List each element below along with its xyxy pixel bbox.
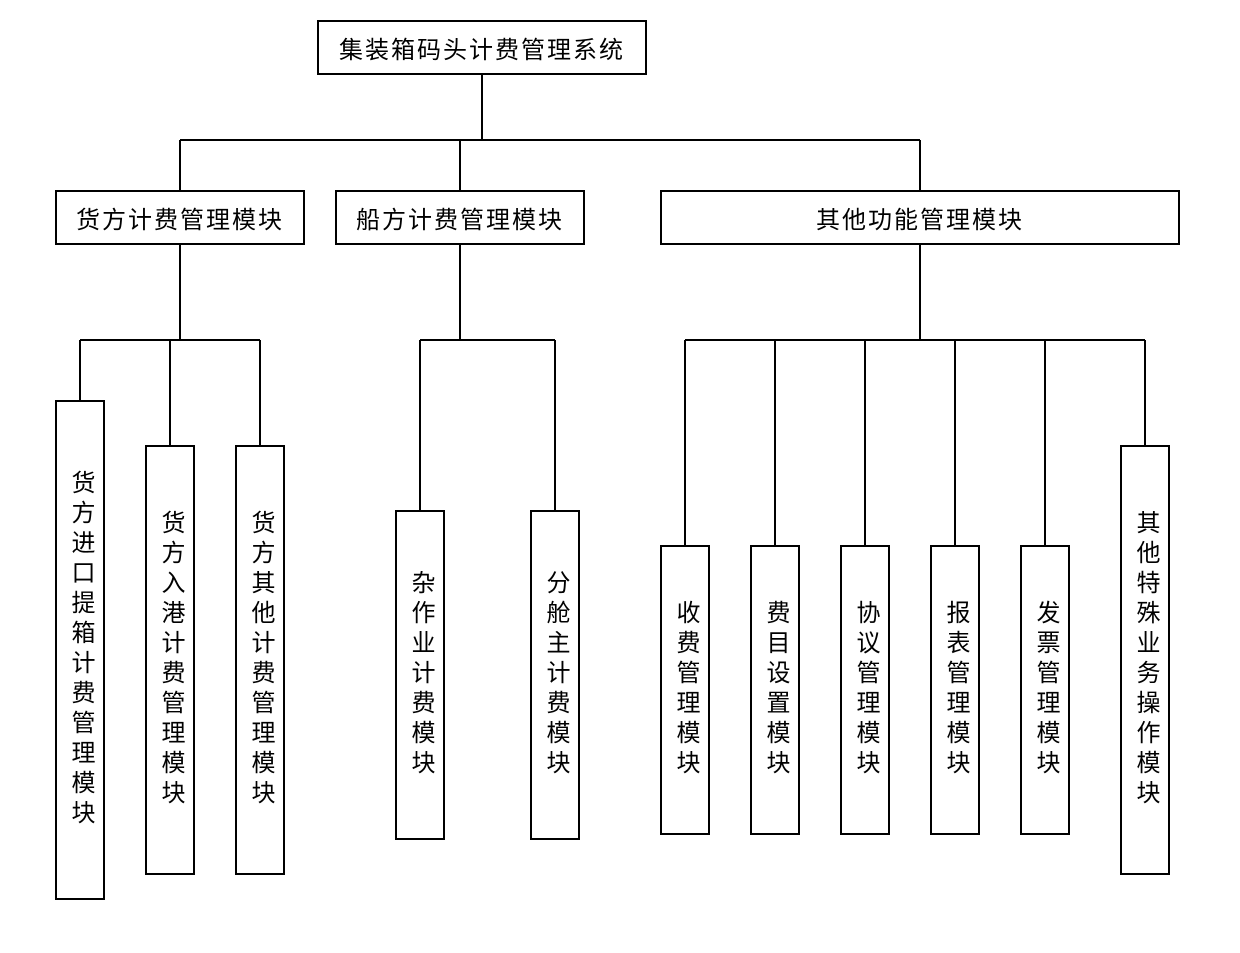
leaf-label: 协议管理模块 [853, 600, 877, 780]
leaf-label: 杂作业计费模块 [408, 570, 432, 780]
leaf-label: 发票管理模块 [1033, 600, 1057, 780]
mid-label: 船方计费管理模块 [356, 200, 564, 235]
leaf-node: 其他特殊业务操作模块 [1120, 445, 1170, 875]
leaf-node: 货方进口提箱计费管理模块 [55, 400, 105, 900]
root-node: 集装箱码头计费管理系统 [317, 20, 647, 75]
leaf-node: 货方入港计费管理模块 [145, 445, 195, 875]
leaf-label: 货方入港计费管理模块 [158, 510, 182, 810]
leaf-label: 其他特殊业务操作模块 [1133, 510, 1157, 810]
mid-label: 其他功能管理模块 [816, 200, 1024, 235]
mid-node-cargo: 货方计费管理模块 [55, 190, 305, 245]
leaf-node: 货方其他计费管理模块 [235, 445, 285, 875]
leaf-label: 货方进口提箱计费管理模块 [68, 470, 92, 830]
mid-node-ship: 船方计费管理模块 [335, 190, 585, 245]
root-label: 集装箱码头计费管理系统 [339, 30, 625, 65]
leaf-node: 杂作业计费模块 [395, 510, 445, 840]
leaf-node: 发票管理模块 [1020, 545, 1070, 835]
leaf-label: 费目设置模块 [763, 600, 787, 780]
leaf-node: 费目设置模块 [750, 545, 800, 835]
leaf-node: 收费管理模块 [660, 545, 710, 835]
leaf-node: 协议管理模块 [840, 545, 890, 835]
leaf-label: 收费管理模块 [673, 600, 697, 780]
mid-node-other: 其他功能管理模块 [660, 190, 1180, 245]
leaf-label: 分舱主计费模块 [543, 570, 567, 780]
leaf-node: 报表管理模块 [930, 545, 980, 835]
leaf-node: 分舱主计费模块 [530, 510, 580, 840]
leaf-label: 报表管理模块 [943, 600, 967, 780]
mid-label: 货方计费管理模块 [76, 200, 284, 235]
leaf-label: 货方其他计费管理模块 [248, 510, 272, 810]
